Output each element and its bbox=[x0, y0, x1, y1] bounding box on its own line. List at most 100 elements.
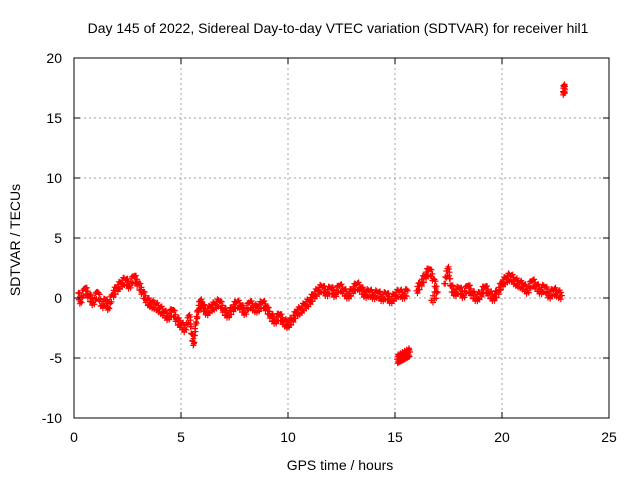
data-point-fill bbox=[462, 290, 469, 297]
data-point-fill bbox=[317, 288, 324, 295]
data-point bbox=[105, 304, 112, 311]
y-axis-label: SDTVAR / TECUs bbox=[7, 184, 23, 296]
data-point-fill bbox=[431, 289, 438, 295]
data-point-fill bbox=[416, 286, 423, 293]
data-point-fill bbox=[475, 295, 482, 302]
data-point-fill bbox=[478, 293, 485, 300]
data-point-fill bbox=[278, 311, 285, 318]
data-point-fill bbox=[461, 294, 468, 301]
data-point-fill bbox=[128, 280, 135, 287]
data-point-fill bbox=[381, 295, 388, 302]
data-point-fill bbox=[414, 290, 421, 297]
data-point-fill bbox=[304, 302, 311, 309]
x-axis-label: GPS time / hours bbox=[287, 457, 394, 473]
x-tick-label: 5 bbox=[177, 429, 185, 445]
data-point-fill bbox=[133, 272, 140, 279]
data-point-fill bbox=[191, 339, 198, 346]
data-point-fill bbox=[194, 314, 201, 321]
data-point-fill bbox=[219, 302, 226, 309]
data-point-fill bbox=[218, 298, 225, 305]
data-point-fill bbox=[138, 284, 145, 291]
y-tick-label: 5 bbox=[54, 230, 62, 246]
data-point-fill bbox=[442, 280, 449, 287]
data-point-fill bbox=[290, 319, 297, 325]
data-point-fill bbox=[420, 279, 427, 286]
data-point-fill bbox=[214, 302, 221, 309]
data-point-fill bbox=[531, 276, 538, 283]
x-tick-label: 25 bbox=[601, 429, 617, 445]
y-tick-label: 20 bbox=[46, 50, 62, 66]
data-point-fill bbox=[429, 270, 436, 277]
data-point-fill bbox=[83, 284, 90, 291]
data-point-fill bbox=[493, 287, 500, 294]
data-point-fill bbox=[124, 275, 131, 282]
data-point-fill bbox=[106, 305, 113, 312]
data-point bbox=[404, 287, 411, 294]
data-point-fill bbox=[187, 317, 194, 324]
data-point-fill bbox=[127, 284, 134, 291]
data-point-fill bbox=[447, 275, 454, 282]
data-point-fill bbox=[428, 266, 435, 273]
data-point-fill bbox=[429, 292, 436, 299]
data-point-fill bbox=[166, 309, 173, 316]
data-point-fill bbox=[338, 281, 345, 288]
data-point-fill bbox=[522, 281, 529, 288]
x-tick-label: 20 bbox=[494, 429, 510, 445]
y-tick-label: -5 bbox=[50, 350, 63, 366]
data-point-fill bbox=[359, 284, 366, 291]
data-point-fill bbox=[78, 299, 85, 306]
data-point-fill bbox=[244, 307, 251, 314]
data-point-fill bbox=[201, 301, 208, 308]
data-point-fill bbox=[266, 308, 273, 315]
data-point bbox=[77, 298, 84, 305]
grid-lines bbox=[74, 58, 609, 418]
data-point-fill bbox=[539, 288, 546, 295]
data-point-fill bbox=[183, 326, 190, 333]
data-point-fill bbox=[557, 296, 564, 303]
data-point-fill bbox=[290, 312, 297, 319]
data-point-fill bbox=[108, 298, 115, 305]
y-tick-label: 0 bbox=[54, 290, 62, 306]
data-point-fill bbox=[188, 323, 195, 330]
data-point-fill bbox=[505, 277, 512, 284]
data-point-fill bbox=[543, 284, 550, 291]
data-point-fill bbox=[497, 286, 504, 293]
data-point-fill bbox=[427, 266, 434, 273]
data-point-fill bbox=[120, 281, 127, 288]
data-point-fill bbox=[163, 307, 170, 314]
data-point-fill bbox=[240, 302, 247, 309]
data-point-fill bbox=[96, 291, 103, 298]
data-point-fill bbox=[172, 311, 179, 318]
data-series bbox=[75, 81, 569, 367]
data-point-fill bbox=[495, 291, 502, 298]
data-point bbox=[428, 297, 435, 304]
data-point-fill bbox=[166, 316, 173, 323]
x-tick-label: 0 bbox=[70, 429, 78, 445]
data-point-fill bbox=[458, 284, 465, 291]
data-point-fill bbox=[484, 283, 491, 289]
data-point-fill bbox=[423, 275, 430, 282]
data-point-fill bbox=[329, 284, 336, 291]
data-point-fill bbox=[295, 310, 302, 317]
data-point bbox=[562, 86, 569, 93]
data-point-fill bbox=[170, 306, 177, 313]
data-point-fill bbox=[493, 294, 500, 301]
data-point-fill bbox=[509, 271, 516, 278]
data-point-fill bbox=[526, 285, 533, 292]
data-point-fill bbox=[525, 289, 532, 296]
data-point-fill bbox=[403, 286, 410, 293]
data-point-fill bbox=[372, 293, 379, 300]
data-point-fill bbox=[262, 307, 269, 314]
data-point-fill bbox=[478, 287, 485, 294]
data-point-fill bbox=[88, 292, 95, 298]
data-point-fill bbox=[91, 301, 98, 308]
data-point-fill bbox=[262, 300, 269, 307]
data-point-fill bbox=[175, 314, 182, 321]
data-point-fill bbox=[261, 298, 268, 304]
y-tick-label: -10 bbox=[42, 410, 62, 426]
data-point-fill bbox=[557, 289, 564, 296]
data-point-fill bbox=[432, 278, 439, 285]
data-point-fill bbox=[403, 293, 410, 300]
